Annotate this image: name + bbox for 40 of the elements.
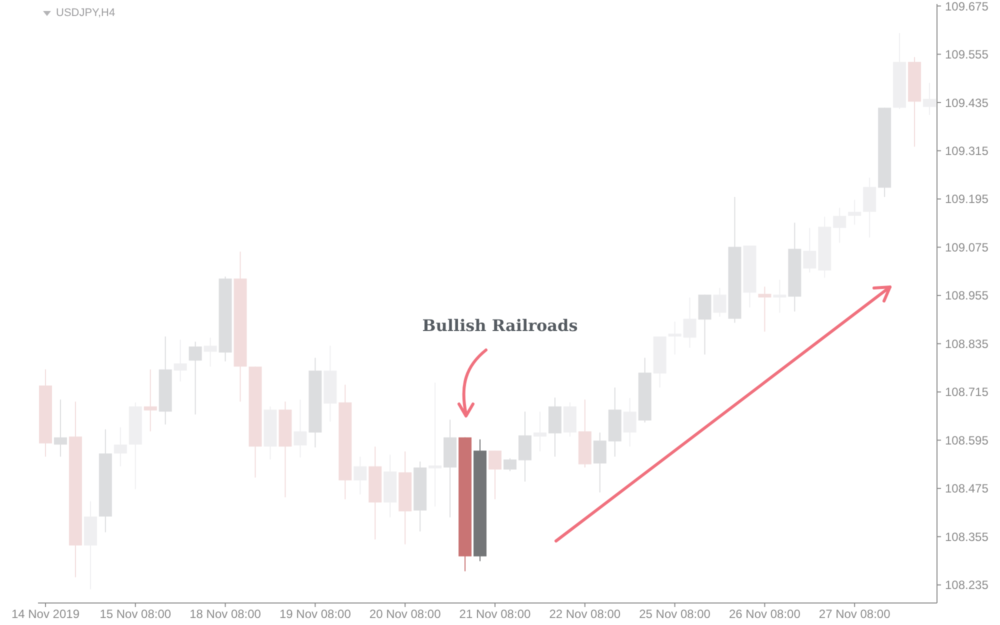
y-tick-label: 109.195	[945, 192, 989, 206]
y-tick-label: 108.235	[945, 578, 989, 592]
y-tick-label: 108.355	[945, 530, 989, 544]
y-tick-label: 108.595	[945, 433, 989, 448]
candlestick	[54, 399, 67, 458]
chart-title: USDJPY,H4	[56, 7, 116, 19]
x-tick-label: 26 Nov 08:00	[728, 607, 801, 621]
candlestick	[488, 450, 502, 500]
candlestick	[593, 432, 606, 493]
x-tick-label: 22 Nov 08:00	[549, 607, 621, 621]
x-tick-label: 20 Nov 08:00	[369, 607, 442, 621]
y-tick-label: 109.555	[945, 48, 989, 62]
candlestick	[114, 426, 127, 467]
x-tick-label: 14 Nov 2019	[11, 607, 80, 621]
x-tick-label: 18 Nov 08:00	[190, 607, 262, 621]
candlestick	[354, 456, 367, 495]
candlestick	[623, 397, 636, 448]
y-tick-label: 108.715	[945, 385, 989, 400]
y-tick-label: 109.675	[945, 0, 989, 14]
y-tick-label: 109.075	[945, 240, 989, 254]
y-tick-label: 108.475	[945, 482, 989, 496]
x-tick-label: 27 Nov 08:00	[818, 607, 891, 621]
candlestick	[773, 279, 786, 314]
annotation: Bullish Railroads	[422, 316, 578, 335]
y-tick-label: 108.955	[945, 288, 989, 303]
candlestick	[503, 458, 516, 472]
y-tick-label: 108.835	[945, 336, 989, 351]
x-tick-label: 25 Nov 08:00	[639, 607, 711, 621]
candlestick	[204, 337, 217, 368]
x-tick-label: 21 Nov 08:00	[459, 607, 532, 621]
x-tick-label: 19 Nov 08:00	[279, 607, 352, 621]
candlestick	[174, 339, 187, 382]
candlestick	[188, 341, 202, 415]
candlestick	[533, 411, 546, 452]
x-tick-label: 15 Nov 08:00	[100, 607, 172, 621]
y-tick-label: 109.315	[945, 144, 989, 158]
y-tick-label: 109.435	[945, 96, 989, 110]
candlestick	[758, 286, 772, 332]
candlestick	[144, 368, 157, 432]
candlestick	[428, 382, 442, 508]
